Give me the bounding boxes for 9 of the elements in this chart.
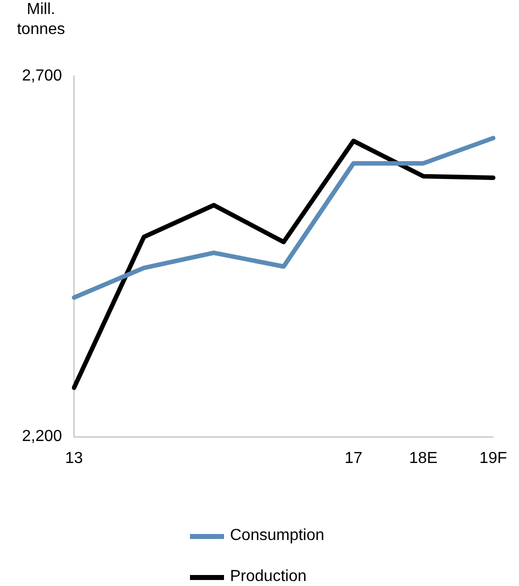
y-tick-label: 2,700 bbox=[22, 67, 62, 84]
x-tick-label: 17 bbox=[344, 450, 362, 467]
legend-label: Production bbox=[230, 567, 306, 586]
legend-label: Consumption bbox=[230, 526, 324, 546]
y-tick-label: 2,200 bbox=[22, 428, 62, 446]
x-tick-label: 13 bbox=[65, 450, 84, 467]
x-tick-label: 19F bbox=[479, 450, 508, 467]
y-axis-title: Mill. tonnes bbox=[16, 0, 66, 40]
x-tick-label: 18E bbox=[409, 450, 438, 467]
